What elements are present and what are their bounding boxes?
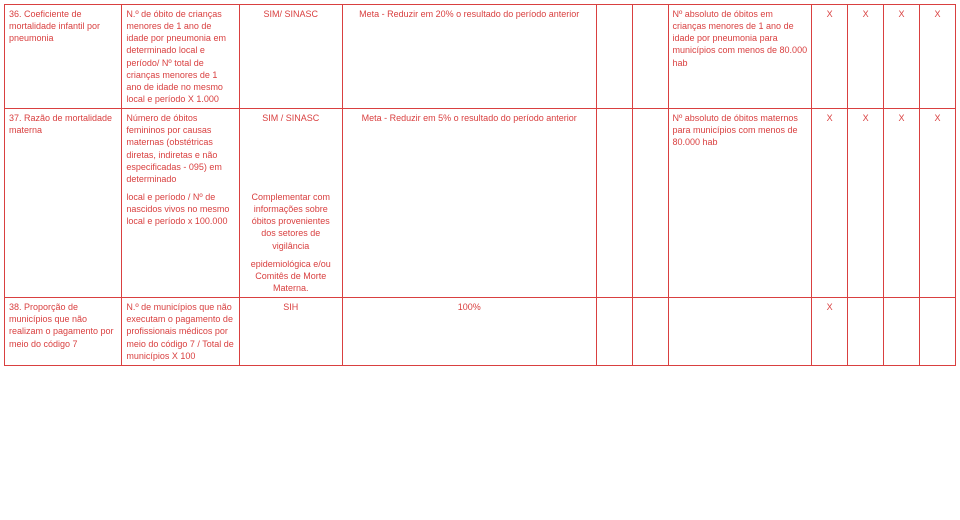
cell-mark [919, 255, 955, 298]
cell-indicator: 38. Proporção de municípios que não real… [5, 298, 122, 366]
cell-mark: X [812, 298, 848, 366]
cell-blank [632, 298, 668, 366]
data-table: 36. Coeficiente de mortalidade infantil … [4, 4, 956, 366]
table-row: 37. Razão de mortalidade materna Número … [5, 109, 956, 188]
cell-mark [884, 255, 920, 298]
cell-mark: X [884, 5, 920, 109]
cell-blank [596, 5, 632, 109]
cell-blank [632, 109, 668, 188]
cell-source: Complementar com informações sobre óbito… [239, 188, 342, 255]
cell-mark [919, 298, 955, 366]
cell-goal: Meta - Reduzir em 20% o resultado do per… [342, 5, 596, 109]
cell-note: Nº absoluto de óbitos em crianças menore… [668, 5, 812, 109]
cell-mark [812, 188, 848, 255]
cell-goal [342, 255, 596, 298]
cell-mark [848, 255, 884, 298]
cell-mark [884, 298, 920, 366]
cell-goal: Meta - Reduzir em 5% o resultado do perí… [342, 109, 596, 188]
cell-blank [596, 188, 632, 255]
cell-blank [632, 255, 668, 298]
table-row: 36. Coeficiente de mortalidade infantil … [5, 5, 956, 109]
cell-blank [596, 109, 632, 188]
cell-mark [812, 255, 848, 298]
cell-goal [342, 188, 596, 255]
cell-source: SIM / SINASC [239, 109, 342, 188]
cell-note [668, 298, 812, 366]
cell-mark [919, 188, 955, 255]
cell-source: SIH [239, 298, 342, 366]
cell-formula: N.º de óbito de crianças menores de 1 an… [122, 5, 239, 109]
cell-mark: X [884, 109, 920, 188]
cell-blank [596, 255, 632, 298]
cell-indicator [5, 188, 122, 255]
cell-note [668, 255, 812, 298]
cell-source: SIM/ SINASC [239, 5, 342, 109]
cell-mark: X [812, 5, 848, 109]
cell-mark: X [812, 109, 848, 188]
table-row: 38. Proporção de municípios que não real… [5, 298, 956, 366]
cell-mark: X [919, 109, 955, 188]
cell-formula: local e período / Nº de nascidos vivos n… [122, 188, 239, 255]
table-row: local e período / Nº de nascidos vivos n… [5, 188, 956, 255]
table-row: epidemiológica e/ou Comitês de Morte Mat… [5, 255, 956, 298]
cell-goal: 100% [342, 298, 596, 366]
cell-formula: Número de óbitos femininos por causas ma… [122, 109, 239, 188]
cell-formula [122, 255, 239, 298]
cell-indicator: 37. Razão de mortalidade materna [5, 109, 122, 188]
cell-mark [884, 188, 920, 255]
cell-note [668, 188, 812, 255]
cell-note: Nº absoluto de óbitos maternos para muni… [668, 109, 812, 188]
cell-mark: X [848, 5, 884, 109]
cell-blank [632, 5, 668, 109]
cell-mark: X [848, 109, 884, 188]
cell-blank [632, 188, 668, 255]
cell-indicator [5, 255, 122, 298]
cell-indicator: 36. Coeficiente de mortalidade infantil … [5, 5, 122, 109]
cell-mark [848, 298, 884, 366]
cell-blank [596, 298, 632, 366]
cell-mark: X [919, 5, 955, 109]
cell-mark [848, 188, 884, 255]
cell-source: epidemiológica e/ou Comitês de Morte Mat… [239, 255, 342, 298]
cell-formula: N.º de municípios que não executam o pag… [122, 298, 239, 366]
